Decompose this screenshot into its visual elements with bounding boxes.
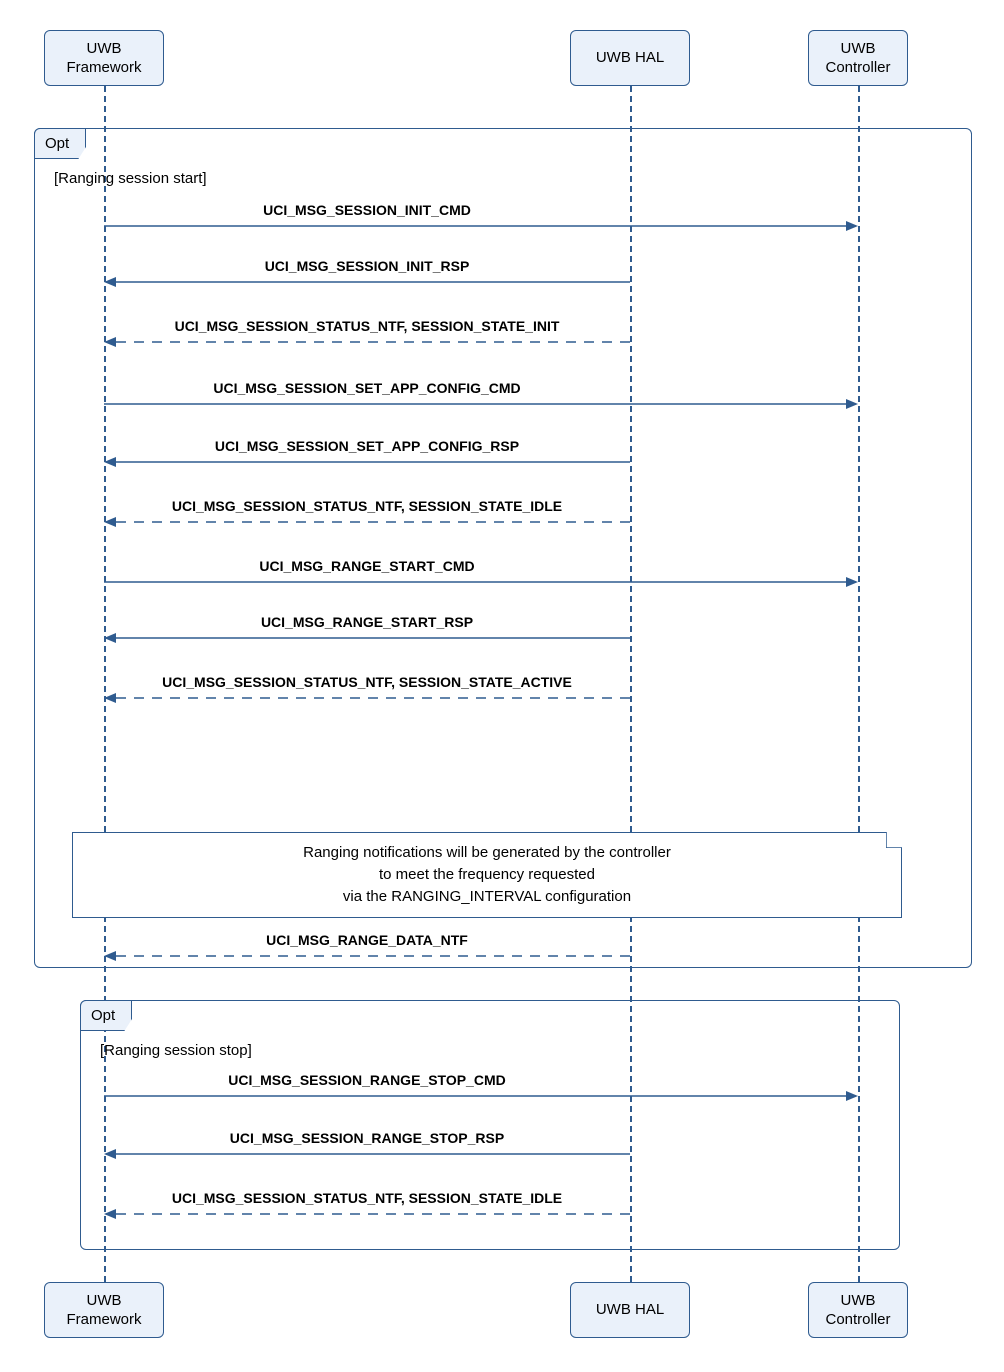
opt-guard-start: [Ranging session start] — [54, 170, 207, 187]
note: Ranging notifications will be generated … — [72, 832, 902, 918]
sequence-diagram: UWBFrameworkUWBFrameworkUWB HALUWB HALUW… — [20, 20, 984, 1352]
participant-controller: UWBController — [808, 1282, 908, 1338]
opt-label-start: Opt — [34, 128, 86, 159]
participant-hal: UWB HAL — [570, 30, 690, 86]
message-label: UCI_MSG_SESSION_STATUS_NTF, SESSION_STAT… — [104, 1190, 630, 1346]
participant-framework: UWBFramework — [44, 30, 164, 86]
participant-controller: UWBController — [808, 30, 908, 86]
